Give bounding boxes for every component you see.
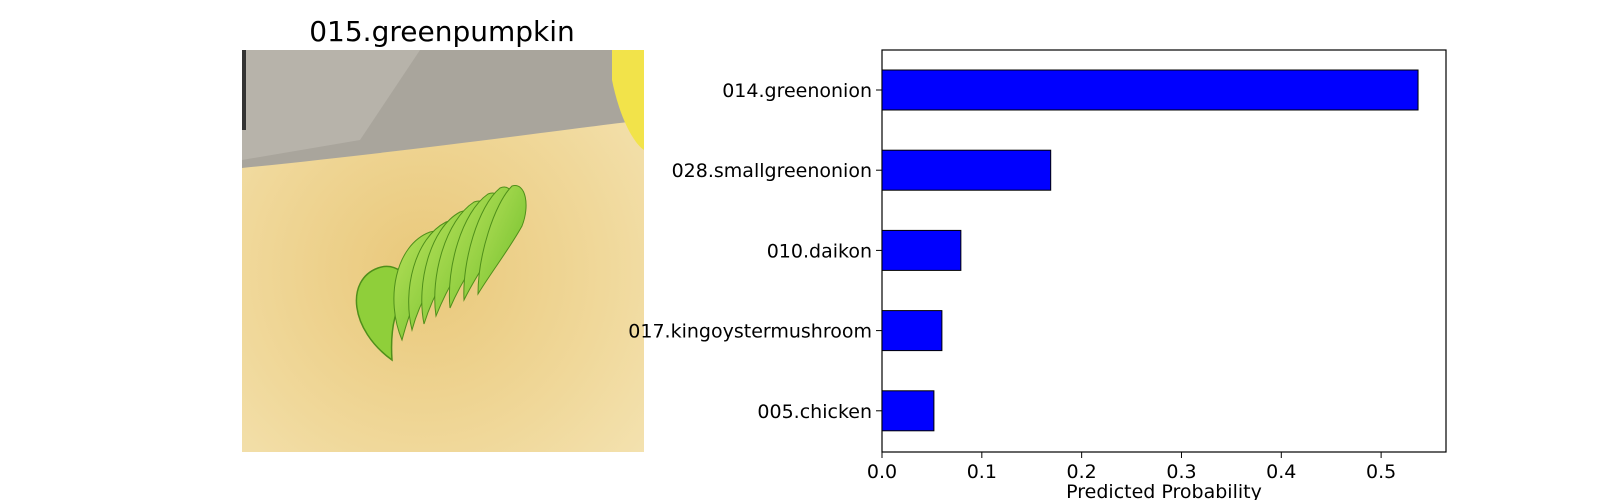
bars bbox=[881, 69, 1419, 432]
x-tick-label: 0.2 bbox=[1067, 461, 1097, 483]
bar bbox=[881, 229, 962, 271]
x-ticks: 0.0 0.1 0.2 0.3 0.4 0.5 bbox=[867, 452, 1396, 483]
image-title: 015.greenpumpkin bbox=[309, 15, 575, 48]
y-tick-label: 005.chicken bbox=[757, 401, 872, 423]
x-axis-label: Predicted Probability bbox=[1066, 481, 1262, 500]
x-tick-label: 0.1 bbox=[967, 461, 997, 483]
x-tick-label: 0.3 bbox=[1166, 461, 1196, 483]
bar bbox=[881, 149, 1052, 191]
y-tick-labels: 014.greenonion 028.smallgreenonion 010.dai… bbox=[628, 80, 882, 423]
bar bbox=[881, 69, 1419, 111]
x-tick-label: 0.0 bbox=[867, 461, 897, 483]
vegetable-slices bbox=[355, 185, 527, 362]
y-tick-label: 010.daikon bbox=[767, 240, 872, 262]
y-tick-label: 028.smallgreenonion bbox=[672, 160, 872, 182]
y-tick-label: 014.greenonion bbox=[722, 80, 872, 102]
x-tick-label: 0.4 bbox=[1266, 461, 1296, 483]
x-tick-label: 0.5 bbox=[1366, 461, 1396, 483]
bar bbox=[881, 390, 935, 432]
y-tick-label: 017.kingoystermushroom bbox=[628, 321, 872, 343]
food-photo bbox=[242, 50, 644, 452]
bar bbox=[881, 310, 943, 352]
bar-chart: 014.greenonion 028.smallgreenonion 010.dai… bbox=[628, 49, 1447, 500]
